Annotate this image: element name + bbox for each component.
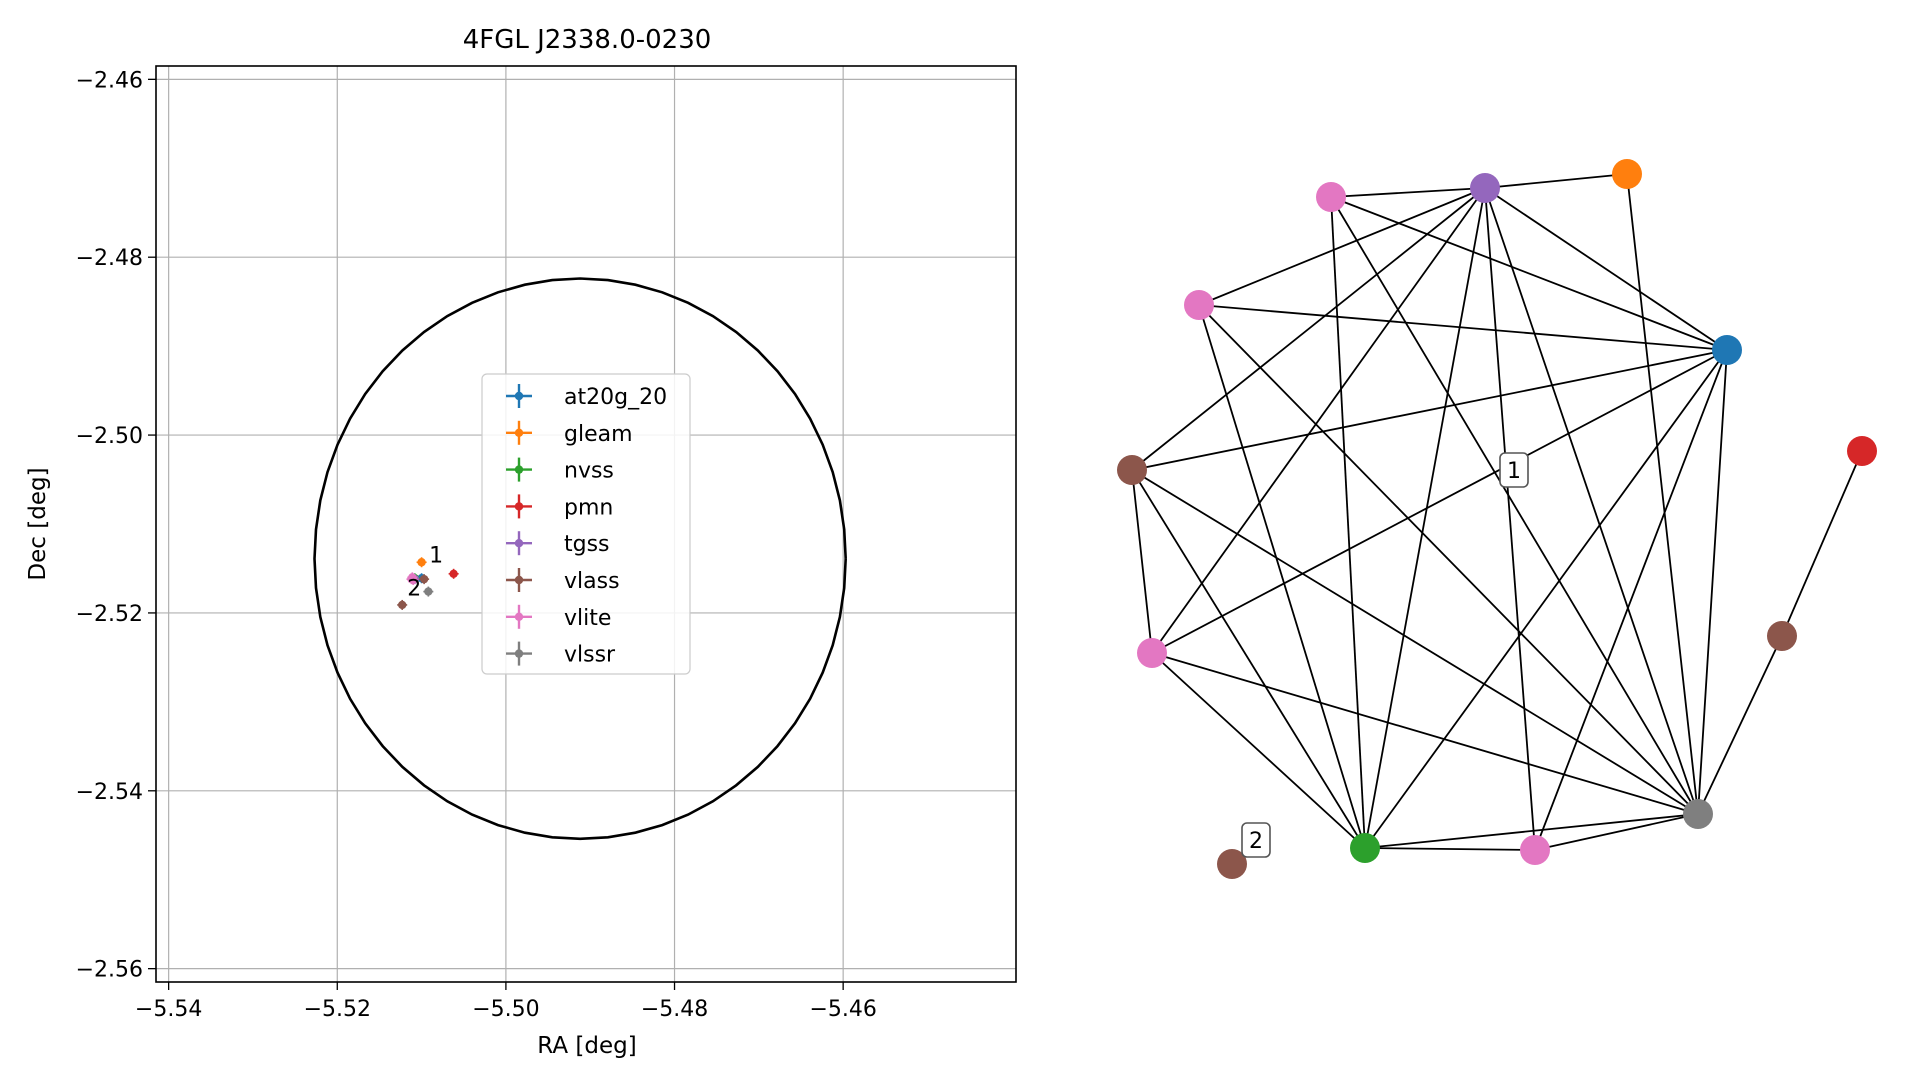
graph-node-gleam [1612, 159, 1642, 189]
graph-node-vlite [1184, 290, 1214, 320]
y-tick-label: −2.56 [76, 958, 143, 983]
graph-nodes [1117, 159, 1877, 879]
legend-label: gleam [564, 422, 633, 447]
graph-node-vlite [1316, 182, 1346, 212]
x-tick-label: −5.48 [641, 997, 708, 1022]
y-tick-label: −2.48 [76, 246, 143, 271]
x-tick-label: −5.46 [809, 997, 876, 1022]
graph-edge [1535, 814, 1698, 850]
x-axis-ticks: −5.54 −5.52 −5.50 −5.48 −5.46 [135, 982, 877, 1022]
legend-label: at20g_20 [564, 385, 667, 410]
group-label: 1 [1500, 453, 1528, 487]
graph-node-nvss [1350, 833, 1380, 863]
graph-edge [1782, 451, 1862, 636]
graph-edge [1331, 188, 1485, 197]
x-axis-label: RA [deg] [537, 1033, 636, 1059]
group-label: 2 [1242, 823, 1270, 857]
graph-edge [1152, 653, 1365, 848]
legend-label: tgss [564, 532, 610, 557]
graph-node-vlass [1117, 455, 1147, 485]
legend-label: vlite [564, 606, 611, 631]
annotation-label: 1 [429, 544, 443, 569]
legend-label: vlass [564, 569, 620, 594]
graph-edge [1152, 350, 1727, 653]
marker-vlssr [423, 587, 433, 597]
group-labels: 12 [1242, 453, 1528, 857]
graph-edge [1485, 188, 1727, 350]
x-tick-label: −5.54 [135, 997, 202, 1022]
svg-text:1: 1 [1507, 459, 1521, 484]
graph-edges [1132, 174, 1862, 850]
y-axis-label: Dec [deg] [25, 467, 51, 580]
graph-edge [1485, 188, 1535, 850]
legend-label: nvss [564, 459, 614, 484]
graph-edge [1132, 470, 1698, 814]
graph-edge [1365, 188, 1485, 848]
y-tick-label: −2.54 [76, 780, 143, 805]
svg-text:2: 2 [1249, 829, 1263, 854]
graph-edge [1485, 174, 1627, 188]
legend-label: vlssr [564, 643, 616, 668]
graph-edge [1698, 636, 1782, 814]
graph-edge [1365, 350, 1727, 848]
graph-node-at20g_20 [1712, 335, 1742, 365]
graph-edge [1132, 350, 1727, 470]
marker-vlass [397, 600, 407, 610]
y-tick-label: −2.50 [76, 424, 143, 449]
figure: 4FGL J2338.0-0230 12 −5.54 −5.52 −5.50 −5.4… [0, 0, 1919, 1080]
y-axis-ticks: −2.46 −2.48 −2.50 −2.52 −2.54 −2.56 [76, 68, 156, 982]
graph-node-pmn [1847, 436, 1877, 466]
graph-edge [1485, 188, 1698, 814]
graph-node-vlite [1520, 835, 1550, 865]
marker-gleam [417, 557, 427, 567]
y-tick-label: −2.52 [76, 602, 143, 627]
graph-edge [1199, 305, 1698, 814]
graph-edge [1132, 188, 1485, 470]
legend-label: pmn [564, 495, 613, 520]
graph-node-vlass [1767, 621, 1797, 651]
graph-node-vlite [1137, 638, 1167, 668]
graph-edge [1627, 174, 1698, 814]
graph-node-tgss [1470, 173, 1500, 203]
y-tick-label: −2.46 [76, 68, 143, 93]
graph-edge [1132, 470, 1365, 848]
graph-edge [1698, 350, 1727, 814]
graph-edge [1365, 848, 1535, 850]
scatter-panel: 4FGL J2338.0-0230 12 −5.54 −5.52 −5.50 −5.4… [25, 25, 1016, 1059]
graph-edge [1331, 197, 1727, 350]
x-tick-label: −5.50 [472, 997, 539, 1022]
x-tick-label: −5.52 [304, 997, 371, 1022]
chart-title: 4FGL J2338.0-0230 [463, 25, 712, 55]
annotation-label: 2 [407, 577, 421, 602]
graph-edge [1331, 197, 1365, 848]
network-panel: 12 [1117, 159, 1877, 879]
graph-node-vlssr [1683, 799, 1713, 829]
marker-pmn [449, 569, 459, 579]
